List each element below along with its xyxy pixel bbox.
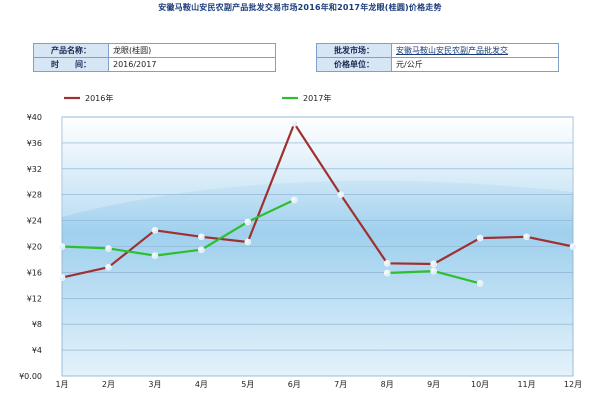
data-point[interactable] <box>151 252 159 259</box>
x-tick-label: 7月 <box>334 380 347 389</box>
series-line <box>61 122 574 279</box>
data-point[interactable] <box>290 196 298 204</box>
grid <box>62 116 573 351</box>
x-tick-label: 12月 <box>564 380 582 389</box>
legend-label: 2017年 <box>303 93 331 103</box>
x-tick-label: 3月 <box>148 380 161 389</box>
market-link[interactable]: 安徽马鞍山安民农副产品批发交 <box>391 43 559 58</box>
data-point[interactable] <box>476 234 484 242</box>
data-point[interactable] <box>58 243 66 250</box>
y-tick-label: ¥20 <box>27 243 42 252</box>
data-point[interactable] <box>244 238 252 246</box>
period-value: 2016/2017 <box>108 57 276 72</box>
x-tick-label: 8月 <box>381 380 394 389</box>
y-tick-label: ¥12 <box>27 294 42 303</box>
data-point[interactable] <box>58 274 66 281</box>
y-axis: ¥0.00 ¥4 ¥8 ¥12 ¥16 ¥20 ¥24 ¥28 ¥32 ¥36 ¥40 <box>19 113 42 381</box>
y-tick-label: ¥16 <box>27 268 42 277</box>
x-tick-label: 5月 <box>241 380 254 389</box>
plot-wave-decoration <box>62 117 573 217</box>
y-tick-label: ¥36 <box>27 139 42 148</box>
x-tick-label: 11月 <box>517 380 535 389</box>
y-tick-label: ¥8 <box>32 320 42 329</box>
data-point[interactable] <box>105 263 112 271</box>
x-tick-label: 6月 <box>288 380 301 389</box>
data-point[interactable] <box>244 218 252 226</box>
x-tick-label: 10月 <box>471 380 489 389</box>
data-point[interactable] <box>337 191 345 198</box>
x-axis: 1月 2月 3月 4月 5月 6月 7月 8月 9月 10月 11月 12月 <box>55 380 582 389</box>
data-point[interactable] <box>476 280 484 287</box>
y-tick-label: ¥40 <box>27 113 42 122</box>
info-table-right: 批发市场： 安徽马鞍山安民农副产品批发交 价格单位： 元/公斤 <box>316 43 559 72</box>
data-point[interactable] <box>198 246 205 254</box>
data-point[interactable] <box>569 243 577 250</box>
x-tick-label: 4月 <box>195 380 208 389</box>
x-tick-label: 1月 <box>55 380 68 389</box>
product-label: 产品名称： <box>33 43 109 58</box>
data-point[interactable] <box>383 260 391 267</box>
unit-value: 元/公斤 <box>391 57 559 72</box>
data-point[interactable] <box>198 233 205 241</box>
data-point[interactable] <box>430 267 437 275</box>
series-layer <box>58 120 577 287</box>
data-point[interactable] <box>151 227 159 234</box>
series-0 <box>58 120 577 281</box>
product-value: 龙眼(桂圆) <box>108 43 276 58</box>
series-1 <box>58 196 484 287</box>
info-table-left: 产品名称： 龙眼(桂圆) 时 间： 2016/2017 <box>33 43 276 72</box>
unit-label: 价格单位： <box>316 57 392 72</box>
y-tick-label: ¥24 <box>27 217 42 226</box>
data-point[interactable] <box>105 245 112 252</box>
y-tick-label: ¥4 <box>32 346 42 355</box>
y-tick-label: ¥28 <box>27 191 42 200</box>
legend: 2016年 2017年 <box>64 93 331 103</box>
chart-title: 安徽马鞍山安民农副产品批发交易市场2016年和2017年龙眼(桂圆)价格走势 <box>158 3 442 12</box>
x-tick-label: 9月 <box>427 380 440 389</box>
data-point[interactable] <box>383 269 391 277</box>
y-tick-label: ¥32 <box>27 165 42 174</box>
legend-label: 2016年 <box>85 93 113 103</box>
data-point[interactable] <box>290 120 298 127</box>
x-tick-label: 2月 <box>102 380 115 389</box>
data-point[interactable] <box>430 260 437 268</box>
y-tick-label: ¥0.00 <box>19 372 42 381</box>
data-point[interactable] <box>523 233 530 241</box>
